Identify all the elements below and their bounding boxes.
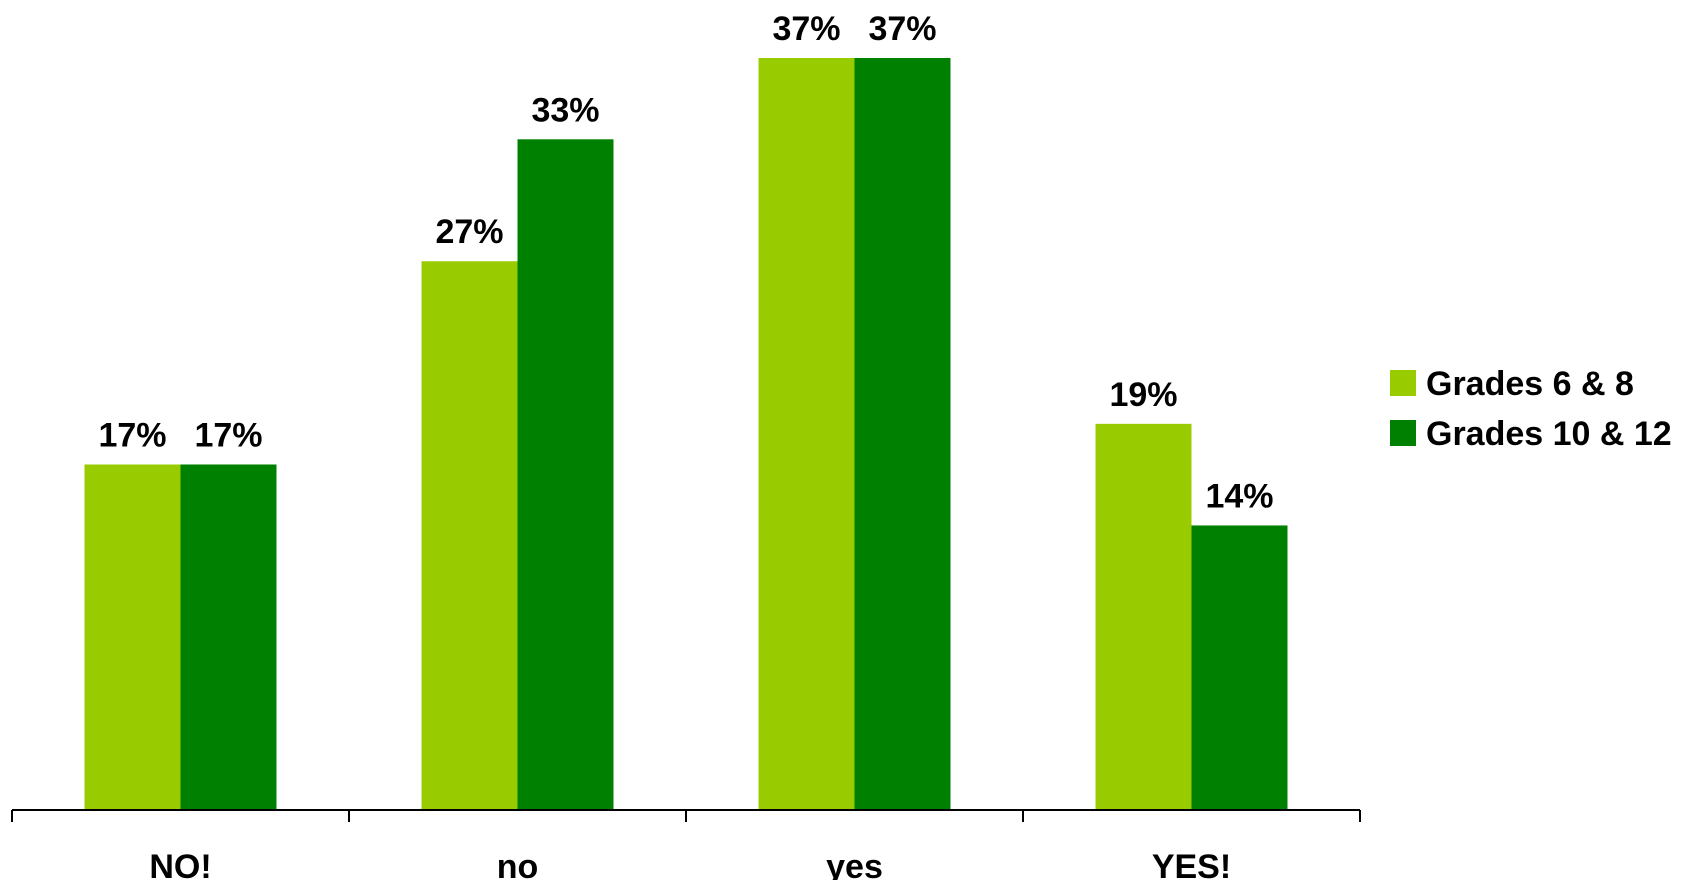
bar-no-series-2: [517, 139, 614, 810]
legend: Grades 6 & 8 Grades 10 & 12: [1390, 365, 1672, 453]
data-label-yes-series-1: 19%: [1109, 376, 1177, 414]
x-tick-label-yes: yes: [826, 848, 883, 880]
data-label-no-series-1: 27%: [435, 213, 503, 251]
bar-no-series-1: [84, 464, 181, 810]
data-label-yes-series-2: 37%: [868, 10, 936, 48]
x-axis: NO! no yes YES!: [11, 809, 1361, 880]
legend-swatch-series-1: [1390, 370, 1416, 396]
legend-label-series-2: Grades 10 & 12: [1426, 415, 1672, 453]
legend-swatch-series-2: [1390, 420, 1416, 446]
data-label-yes-series-1: 37%: [772, 10, 840, 48]
bars-layer: [84, 58, 1288, 810]
data-label-yes-series-2: 14%: [1205, 477, 1273, 515]
data-label-no-series-2: 33%: [531, 91, 599, 129]
bar-yes-series-2: [854, 58, 951, 810]
x-tick-label-yes: YES!: [1152, 848, 1231, 880]
x-tick-label-no: NO!: [149, 848, 211, 880]
bar-yes-series-1: [1095, 423, 1192, 810]
bar-yes-series-1: [758, 58, 855, 810]
data-labels-layer: 17% 17% 27% 33% 37% 37% 19% 14%: [98, 10, 1273, 515]
legend-label-series-1: Grades 6 & 8: [1426, 365, 1634, 403]
data-label-no-series-1: 17%: [98, 416, 166, 454]
bar-no-series-2: [180, 464, 277, 810]
data-label-no-series-2: 17%: [194, 416, 262, 454]
bar-no-series-1: [421, 261, 518, 810]
x-tick-label-no: no: [497, 848, 539, 880]
bar-yes-series-2: [1191, 525, 1288, 810]
